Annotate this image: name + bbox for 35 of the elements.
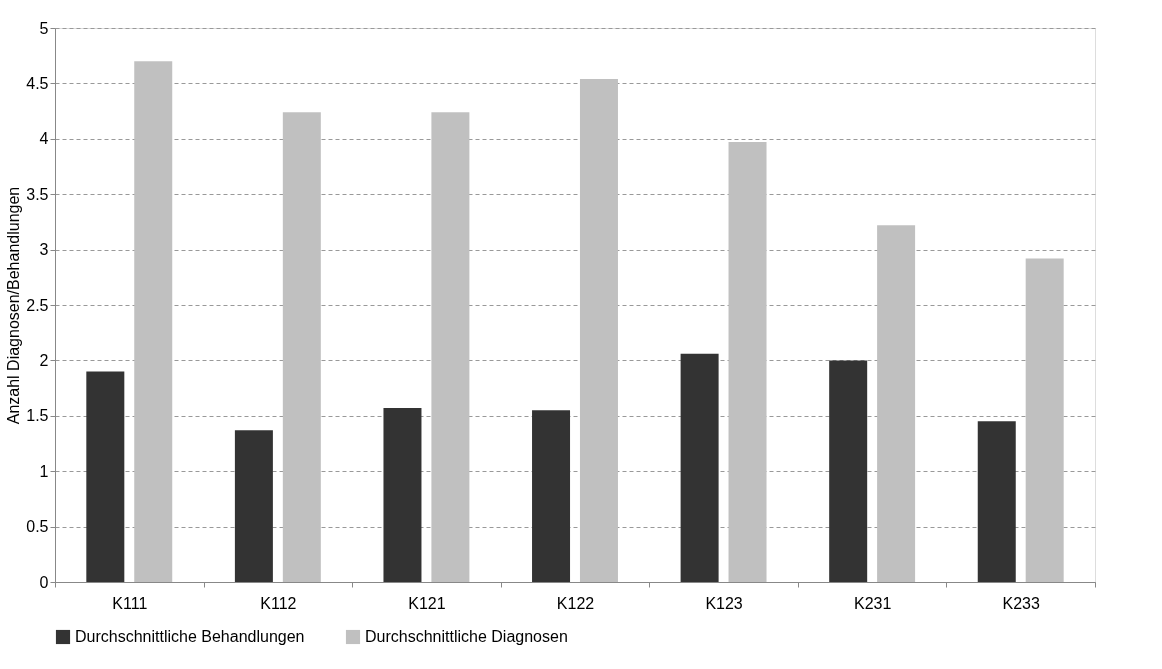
x-tick-label: K112 bbox=[260, 594, 297, 612]
bar bbox=[383, 408, 422, 582]
y-tick-label: 3 bbox=[39, 241, 49, 259]
bar bbox=[431, 112, 470, 582]
y-tick-label: 4 bbox=[39, 130, 49, 148]
x-tick-label: K231 bbox=[853, 594, 892, 612]
legend-label: Durchschnittliche Behandlungen bbox=[75, 628, 305, 645]
x-tick-label: K122 bbox=[556, 594, 595, 612]
bar bbox=[234, 430, 273, 582]
x-tick-label: K121 bbox=[408, 594, 446, 612]
x-tick-label: K123 bbox=[705, 594, 743, 612]
legend-label: Durchschnittliche Diagnosen bbox=[365, 628, 568, 645]
x-tick-label: K111 bbox=[112, 594, 148, 612]
bar bbox=[728, 142, 767, 582]
bar bbox=[977, 421, 1016, 582]
bar bbox=[532, 410, 571, 582]
bar bbox=[282, 112, 321, 582]
y-tick-label: 2 bbox=[39, 351, 49, 369]
bar bbox=[579, 78, 618, 582]
bar bbox=[680, 353, 719, 582]
bar bbox=[829, 360, 868, 582]
bar bbox=[877, 225, 916, 582]
y-tick-label: 0.5 bbox=[26, 518, 49, 536]
y-tick-label: 0 bbox=[39, 573, 49, 591]
y-tick-label: 5 bbox=[39, 19, 49, 37]
y-tick-label: 3.5 bbox=[26, 185, 49, 203]
y-axis-title: Anzahl Diagnosen/Behandlungen bbox=[5, 186, 23, 425]
y-tick-label: 2.5 bbox=[26, 296, 49, 314]
y-tick-label: 1.5 bbox=[26, 407, 49, 425]
bar bbox=[1025, 258, 1064, 582]
bar bbox=[86, 371, 125, 582]
y-tick-label: 4.5 bbox=[26, 74, 49, 92]
bar bbox=[134, 61, 173, 582]
y-tick-label: 1 bbox=[39, 462, 49, 480]
x-tick-label: K233 bbox=[1002, 594, 1040, 612]
